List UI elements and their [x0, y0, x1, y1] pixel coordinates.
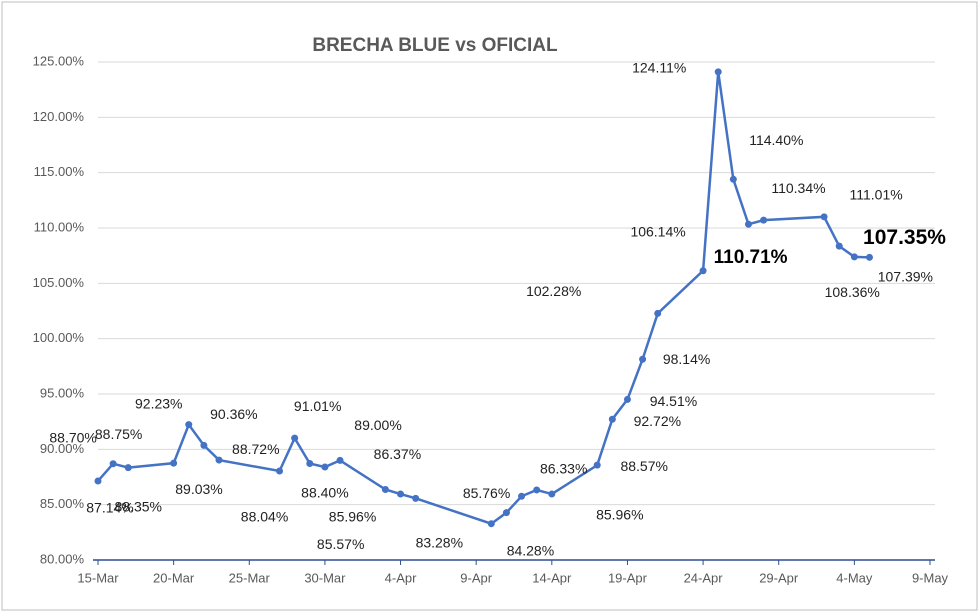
data-point: [336, 456, 344, 464]
x-tick-label: 15-Mar: [77, 570, 119, 585]
data-point: [170, 459, 178, 467]
data-point: [699, 267, 707, 275]
data-label: 94.51%: [650, 393, 697, 409]
data-label: 92.23%: [135, 395, 182, 411]
x-tick-label: 29-Apr: [759, 570, 799, 585]
data-point: [533, 486, 541, 494]
data-point: [654, 309, 662, 317]
data-label: 85.76%: [463, 485, 510, 501]
data-label: 110.34%: [771, 180, 825, 196]
data-point: [502, 509, 510, 517]
y-tick-label: 105.00%: [33, 275, 85, 290]
data-point: [291, 434, 299, 442]
y-tick-label: 125.00%: [33, 53, 85, 68]
data-label: 88.72%: [232, 441, 279, 457]
series-line: [97, 71, 870, 526]
data-point: [124, 464, 132, 472]
data-point: [276, 467, 284, 475]
data-point: [381, 486, 389, 494]
chart-title: BRECHA BLUE vs OFICIAL: [312, 35, 558, 56]
y-tick-label: 100.00%: [33, 330, 85, 345]
data-label: 88.75%: [95, 426, 142, 442]
data-label: 84.28%: [507, 542, 554, 558]
data-label: 110.71%: [714, 247, 788, 268]
x-tick-label: 20-Mar: [153, 570, 195, 585]
data-label: 108.36%: [825, 284, 880, 300]
data-point: [865, 253, 873, 261]
data-label: 102.28%: [526, 283, 581, 299]
data-point: [487, 520, 495, 528]
data-label: 85.57%: [317, 536, 364, 552]
data-label: 89.03%: [175, 481, 222, 497]
data-label: 91.01%: [294, 398, 341, 414]
data-label: 111.01%: [850, 187, 903, 203]
y-tick-label: 115.00%: [34, 164, 85, 179]
x-tick-label: 30-Mar: [304, 570, 346, 585]
x-tick-label: 4-May: [836, 570, 873, 585]
data-point: [639, 355, 647, 363]
data-label: 89.00%: [354, 417, 401, 433]
x-tick-label: 4-Apr: [385, 570, 417, 585]
data-label: 85.96%: [596, 507, 643, 523]
data-point: [548, 490, 556, 498]
data-label: 86.33%: [540, 461, 587, 477]
y-tick-label: 95.00%: [40, 385, 85, 400]
data-point: [744, 220, 752, 228]
data-label: 107.35%: [863, 226, 946, 249]
data-point: [714, 68, 722, 76]
data-label: 87.14%: [86, 500, 133, 516]
data-point: [729, 175, 737, 183]
data-point: [760, 216, 768, 224]
data-point: [397, 490, 405, 498]
data-point: [623, 395, 631, 403]
data-point: [109, 460, 117, 468]
data-point: [820, 213, 828, 221]
y-tick-label: 80.00%: [40, 551, 85, 566]
data-label: 83.28%: [416, 534, 463, 550]
data-label: 106.14%: [630, 223, 685, 239]
data-label: 88.57%: [620, 458, 667, 474]
data-label: 88.04%: [241, 509, 288, 525]
data-point: [94, 477, 102, 485]
data-label: 114.40%: [749, 132, 803, 148]
x-tick-label: 19-Apr: [608, 570, 648, 585]
data-label: 88.40%: [301, 485, 348, 501]
data-label: 88.70%: [49, 429, 96, 445]
data-label: 85.96%: [329, 509, 376, 525]
data-point: [518, 492, 526, 500]
y-tick-label: 90.00%: [40, 441, 85, 456]
data-point: [306, 459, 314, 467]
y-tick-label: 110.00%: [34, 219, 85, 234]
data-point: [215, 456, 223, 464]
x-tick-label: 9-May: [912, 570, 949, 585]
data-label: 92.72%: [634, 413, 681, 429]
data-point: [200, 441, 208, 449]
data-label: 88.35%: [115, 498, 162, 514]
data-point: [321, 463, 329, 471]
data-point: [185, 421, 193, 429]
y-tick-label: 120.00%: [33, 109, 85, 124]
data-label: 107.39%: [878, 269, 933, 285]
x-tick-label: 25-Mar: [229, 570, 271, 585]
data-point: [412, 494, 420, 502]
x-tick-label: 9-Apr: [460, 570, 492, 585]
x-tick-label: 14-Apr: [532, 570, 572, 585]
data-label: 90.36%: [210, 406, 257, 422]
data-label: 124.11%: [632, 60, 686, 76]
x-tick-label: 24-Apr: [684, 570, 724, 585]
data-point: [593, 461, 601, 469]
data-point: [850, 253, 858, 261]
data-label: 86.37%: [374, 446, 421, 462]
data-point: [835, 242, 843, 250]
data-label: 98.14%: [663, 351, 710, 367]
data-point: [608, 415, 616, 423]
y-tick-label: 85.00%: [40, 496, 85, 511]
